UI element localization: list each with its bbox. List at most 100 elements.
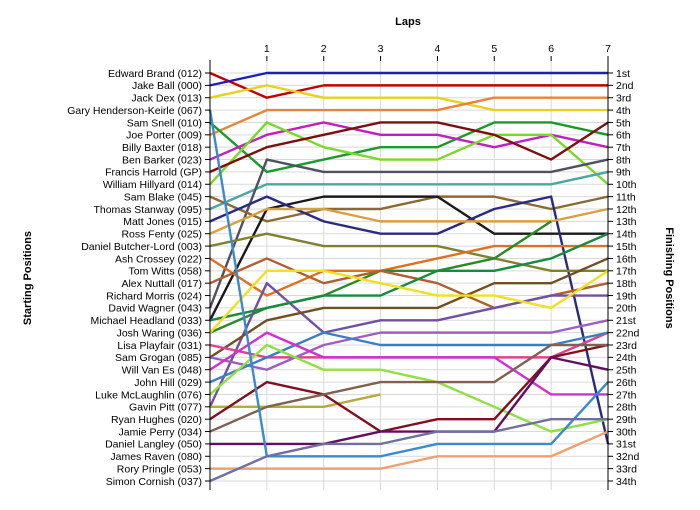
starting-position-label: Joe Porter (009) [126, 130, 202, 142]
series-line [209, 232, 609, 322]
series-line [209, 232, 608, 273]
finishing-position-label: 17th [616, 266, 637, 278]
series-line [209, 84, 608, 112]
series-line [208, 109, 609, 458]
finishing-position-label: 33rd [616, 463, 637, 475]
starting-position-label: Richard Morris (024) [106, 290, 202, 302]
starting-position-label: Sam Blake (045) [124, 191, 202, 203]
starting-position-label: Jamie Perry (034) [119, 426, 202, 438]
finishing-position-label: 19th [616, 290, 637, 302]
starting-position-label: John Hill (029) [134, 377, 202, 389]
series-line [210, 430, 609, 470]
y-axis-title-right: Finishing Positions [663, 227, 675, 328]
starting-position-label: Daniel Butcher-Lord (003) [81, 241, 202, 253]
x-tick-label: 4 [435, 43, 441, 55]
x-tick-label: 2 [321, 43, 327, 55]
finishing-position-label: 32nd [616, 451, 640, 463]
series-line [209, 343, 608, 433]
x-tick-label: 3 [378, 43, 384, 55]
finishing-position-label: 25th [616, 365, 637, 377]
finishing-position-label: 23rd [616, 340, 637, 352]
finishing-position-label: 3rd [616, 93, 631, 105]
finishing-position-label: 15th [616, 241, 637, 253]
finishing-position-label: 4th [616, 105, 631, 117]
series-line [209, 343, 609, 433]
starting-position-label: David Wagner (043) [108, 303, 202, 315]
finishing-position-label: 30th [616, 426, 637, 438]
series-line [208, 281, 608, 408]
series-line [210, 356, 609, 446]
series-line [209, 71, 608, 99]
series-line [209, 269, 609, 334]
finishing-position-label: 29th [616, 414, 637, 426]
series-line [209, 331, 608, 396]
starting-position-label: Matt Jones (015) [123, 216, 202, 228]
y-axis-title-left: Starting Positions [22, 231, 34, 325]
starting-position-label: James Raven (080) [110, 451, 202, 463]
finishing-position-label: 34th [616, 476, 637, 488]
finishing-position-label: 6th [616, 130, 631, 142]
x-tick-label: 6 [548, 43, 554, 55]
x-tick-label: 5 [491, 43, 497, 55]
series-line [208, 158, 609, 309]
starting-position-label: Sam Snell (010) [127, 117, 202, 129]
starting-position-label: Will Van Es (048) [122, 365, 202, 377]
x-tick-label: 7 [605, 43, 611, 55]
starting-position-label: Simon Cornish (037) [106, 476, 202, 488]
starting-position-label: Jack Dex (013) [131, 93, 202, 105]
starting-position-label: Ross Fenty (025) [121, 229, 202, 241]
series-line [210, 393, 381, 409]
starting-position-label: Luke McLaughlin (076) [95, 389, 202, 401]
starting-position-label: Sam Grogan (085) [115, 352, 202, 364]
finishing-position-label: 5th [616, 117, 631, 129]
starting-position-label: Alex Nuttall (017) [121, 278, 202, 290]
finishing-position-label: 11th [616, 191, 636, 203]
finishing-position-label: 22nd [616, 327, 640, 339]
starting-position-label: Jake Ball (000) [132, 80, 202, 92]
finishing-position-label: 20th [616, 303, 637, 315]
finishing-position-label: 18th [616, 278, 637, 290]
finishing-position-label: 10th [616, 179, 637, 191]
series-line [209, 319, 609, 371]
series-line [209, 343, 609, 433]
finishing-position-label: 28th [616, 402, 637, 414]
series-line [209, 195, 610, 445]
starting-position-label: Tom Witts (058) [128, 266, 202, 278]
starting-position-label: Ryan Hughes (020) [111, 414, 202, 426]
finishing-position-label: 21st [616, 315, 636, 327]
finishing-position-label: 8th [616, 154, 631, 166]
series-line [209, 71, 608, 87]
series-lines [208, 71, 610, 483]
finishing-position-label: 14th [616, 229, 637, 241]
series-line [209, 170, 609, 211]
starting-position-label: Rory Pringle (053) [117, 463, 202, 475]
series-line [209, 121, 609, 174]
series-line [209, 121, 609, 186]
series-line [209, 121, 609, 161]
series-line [209, 257, 609, 359]
starting-position-label: Gavin Pitt (077) [129, 402, 202, 414]
finishing-position-label: 1st [616, 68, 630, 80]
series-line [209, 207, 609, 235]
series-line [209, 417, 608, 483]
series-line [209, 195, 609, 223]
x-axis-title: Laps [395, 16, 421, 28]
starting-position-label: Ash Crossey (022) [115, 253, 202, 265]
starting-position-label: Thomas Stanway (095) [93, 204, 202, 216]
series-line [209, 331, 609, 384]
finishing-position-label: 13th [616, 216, 637, 228]
finishing-position-label: 9th [616, 167, 631, 179]
finishing-position-label: 16th [616, 253, 637, 265]
finishing-position-label: 7th [616, 142, 631, 154]
starting-position-label: Billy Baxter (018) [122, 142, 202, 154]
finishing-position-label: 24th [616, 352, 637, 364]
starting-position-label: Gary Henderson-Keirle (067) [67, 105, 202, 117]
finishing-position-label: 2nd [616, 80, 634, 92]
series-line [209, 121, 609, 174]
starting-position-label: Lisa Playfair (031) [117, 340, 202, 352]
starting-position-label: Josh Waring (036) [117, 327, 202, 339]
finishing-position-label: 12th [616, 204, 637, 216]
starting-position-label: Ben Barker (023) [122, 154, 202, 166]
starting-position-label: Edward Brand (012) [108, 68, 202, 80]
